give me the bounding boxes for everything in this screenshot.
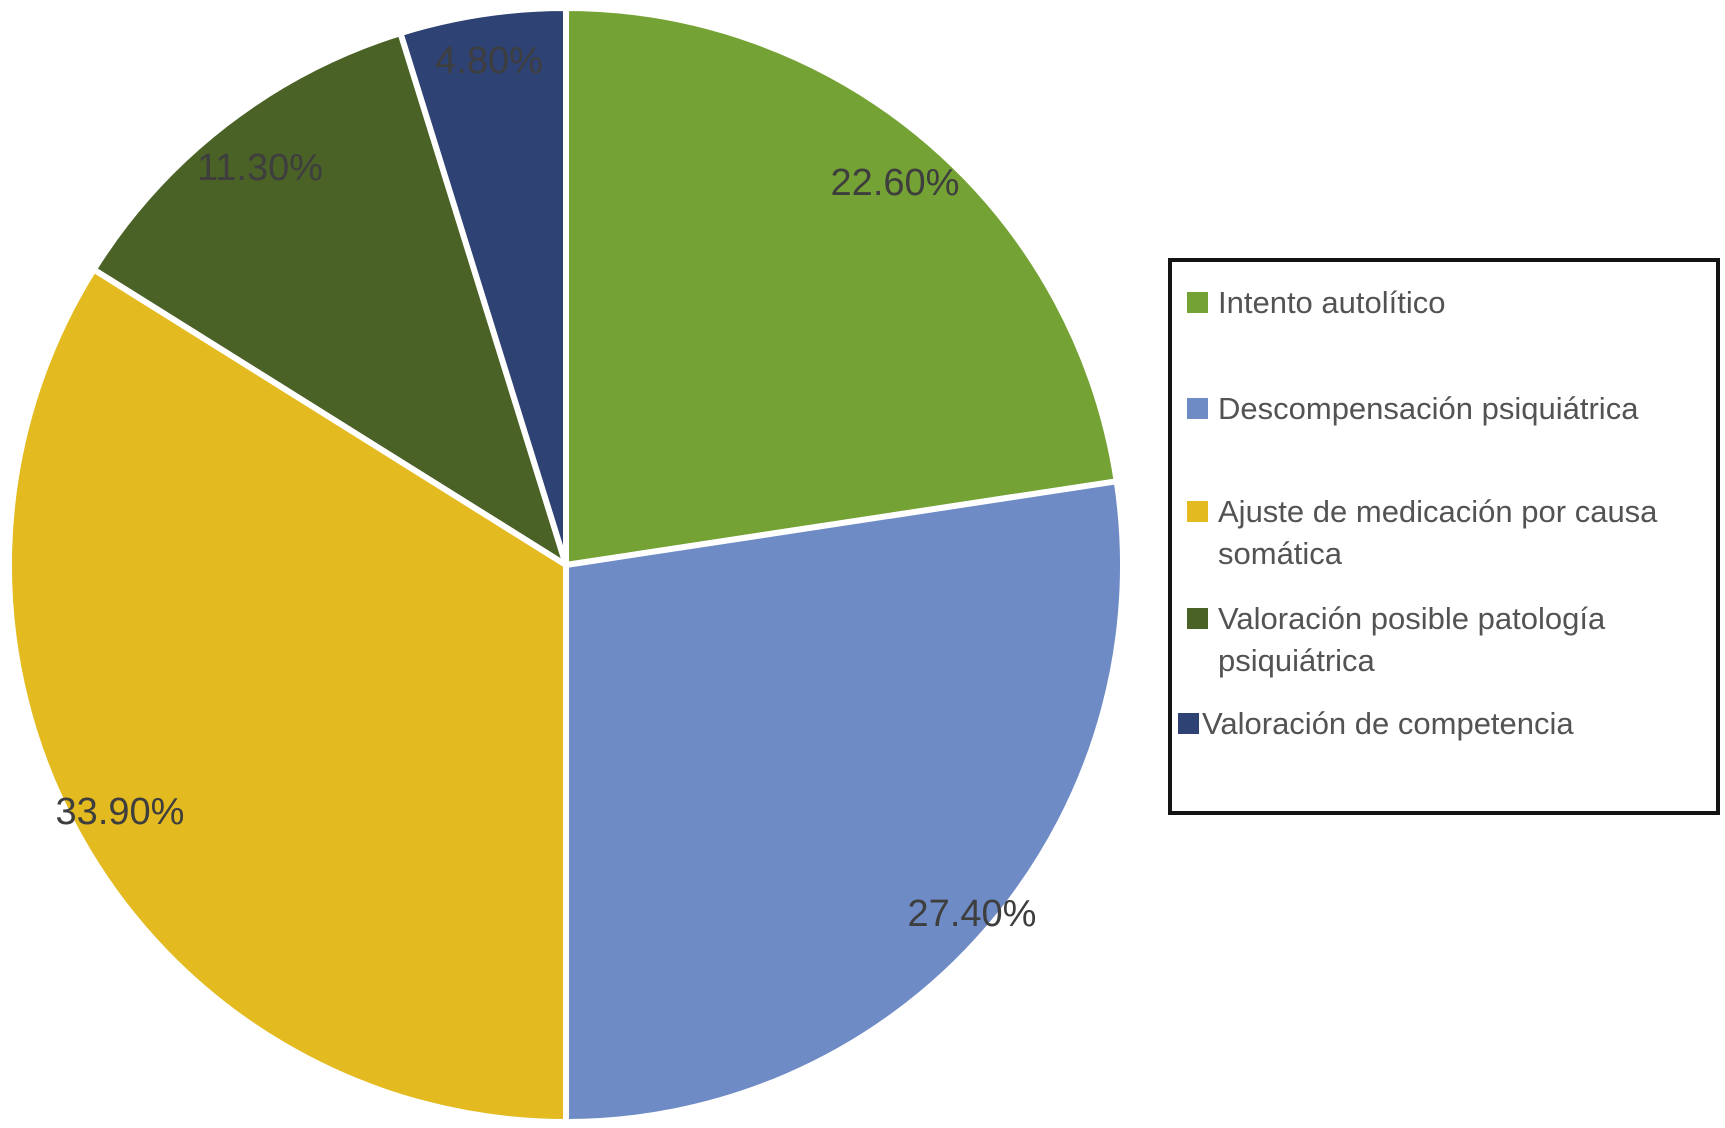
legend-item-label: Descompensación psiquiátrica — [1218, 391, 1639, 426]
slice-percentage-label: 22.60% — [831, 162, 960, 204]
pie-slice-1 — [563, 5, 1120, 568]
legend-item-label: Valoración posible patología psiquiátric… — [1218, 601, 1606, 678]
slice-percentage-label: 4.80% — [435, 40, 543, 82]
pie-slice-5 — [397, 4, 569, 568]
legend-item: Valoración posible patología psiquiátric… — [1187, 598, 1712, 682]
chart-legend: Intento autolítico Descompensación psiqui… — [1168, 258, 1720, 815]
pie-slice-4 — [90, 30, 569, 568]
legend-swatch-icon — [1187, 501, 1208, 522]
pie-slice-2 — [563, 478, 1126, 1125]
legend-item: Ajuste de medicación por causa somática — [1187, 491, 1712, 575]
legend-item-label: Valoración de competencia — [1202, 706, 1574, 741]
legend-item: Valoración de competencia — [1178, 703, 1696, 745]
legend-swatch-icon — [1187, 398, 1208, 419]
legend-item: Descompensación psiquiátrica — [1187, 388, 1712, 430]
legend-swatch-icon — [1178, 713, 1199, 734]
legend-item: Intento autolítico — [1187, 282, 1712, 324]
legend-swatch-icon — [1187, 292, 1208, 313]
slice-percentage-label: 11.30% — [197, 147, 323, 189]
slice-percentage-label: 33.90% — [56, 791, 185, 833]
slice-percentage-label: 27.40% — [908, 893, 1037, 935]
legend-swatch-icon — [1187, 608, 1208, 629]
legend-item-label: Ajuste de medicación por causa somática — [1218, 494, 1658, 571]
legend-item-label: Intento autolítico — [1218, 285, 1446, 320]
pie-slice-3 — [5, 266, 569, 1125]
